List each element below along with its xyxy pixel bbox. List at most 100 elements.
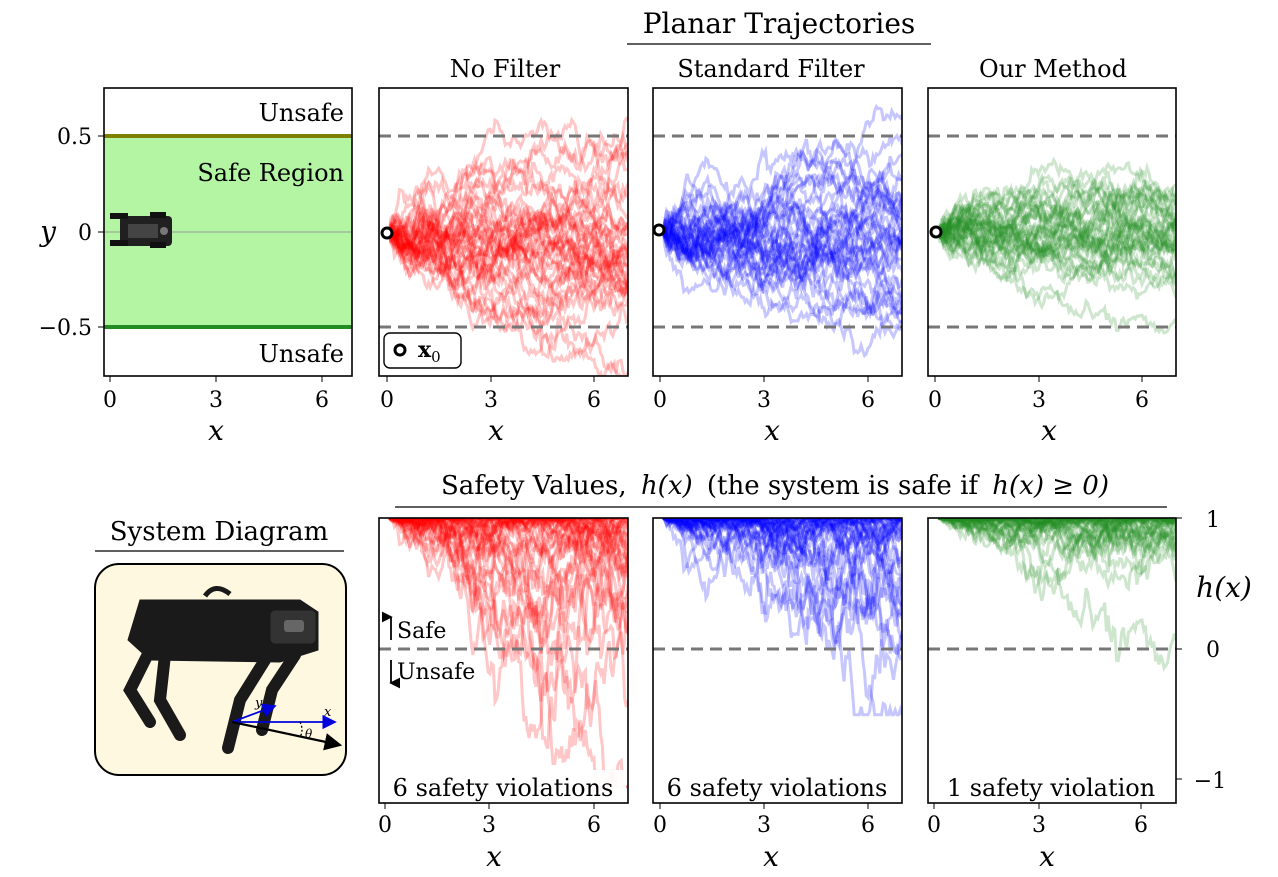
- env-xtick-label: 6: [315, 388, 329, 413]
- trajectory-line: [661, 195, 902, 292]
- xtick-label: 0: [927, 813, 941, 838]
- trajectory-line: [661, 153, 902, 263]
- safety-value-line: [389, 518, 628, 583]
- trajectory-line: [662, 154, 902, 241]
- safety-value-line: [389, 518, 628, 610]
- safety-yticks: 1 0 −1: [1176, 508, 1226, 794]
- safety-value-line: [663, 518, 902, 547]
- trajectory-line: [662, 210, 902, 319]
- safety-lines-standard-filter: [661, 518, 902, 717]
- safety-value-line: [663, 518, 902, 599]
- trajectory-line: [936, 186, 1176, 257]
- trajectory-line: [661, 157, 902, 246]
- trajectory-line: [937, 217, 1176, 281]
- xlabel: x: [1041, 414, 1057, 447]
- safety-value-line: [938, 518, 1176, 558]
- ytick-label: 0: [1206, 638, 1220, 663]
- trajectory-lines-our-method: [936, 156, 1176, 335]
- trajectory-line: [387, 210, 628, 290]
- trajectory-line: [661, 157, 902, 261]
- safety-value-line: [662, 518, 902, 553]
- xtick-label: 3: [757, 388, 771, 413]
- trajectory-line: [937, 211, 1176, 262]
- safety-heading-suffix: (the system is safe if: [707, 471, 980, 501]
- safety-value-line: [388, 518, 628, 708]
- panel-frame: [927, 87, 1177, 377]
- violation-caption: 6 safety violations: [393, 774, 614, 802]
- trajectory-line: [936, 231, 1176, 293]
- trajectory-line: [936, 202, 1176, 275]
- safety-value-line: [938, 518, 1176, 565]
- trajectory-line: [661, 187, 902, 245]
- unsafe-upper-label: Unsafe: [259, 99, 344, 127]
- env-xtick-label: 0: [103, 388, 117, 413]
- trajectory-line: [387, 189, 628, 267]
- trajectory-line: [661, 184, 902, 281]
- panel-frame: [927, 517, 1177, 804]
- trajectory-line: [388, 223, 628, 286]
- trajectory-line: [937, 222, 1176, 285]
- trajectory-lines-no-filter: [387, 116, 628, 376]
- safety-value-line: [663, 518, 902, 539]
- trajectory-line: [661, 228, 902, 327]
- env-ytick-label: 0: [78, 221, 92, 246]
- safety-heading-condition: h(x) ≥ 0): [992, 471, 1109, 501]
- safety-value-line: [388, 518, 628, 650]
- robot-heading-arrow: [231, 720, 343, 751]
- violation-caption: 1 safety violation: [947, 774, 1155, 802]
- safety-value-line: [663, 518, 902, 605]
- trajectory-line: [936, 170, 1176, 251]
- safety-xticks: 0 3 6 0 3 6 0 3 6: [378, 803, 1148, 838]
- trajectory-line: [936, 183, 1176, 276]
- safe-region-label: Safe Region: [197, 159, 344, 187]
- safety-value-line: [663, 518, 902, 618]
- panel-title-no-filter: No Filter: [450, 55, 561, 83]
- caption-background: [380, 770, 626, 802]
- trajectory-line: [937, 188, 1176, 259]
- xtick-label: 6: [861, 813, 875, 838]
- trajectory-line: [661, 168, 902, 273]
- unsafe-lower-label: Unsafe: [259, 340, 344, 368]
- safety-value-line: [662, 518, 902, 547]
- safety-value-line: [938, 518, 1176, 565]
- environment-panel: Unsafe Safe Region Unsafe y 0.5 0 −0.5: [38, 87, 353, 447]
- trajectory-line: [937, 216, 1176, 311]
- trajectory-line: [388, 212, 628, 311]
- trajectory-line: [387, 225, 628, 331]
- trajectory-line: [661, 213, 902, 288]
- env-xlabel: x: [208, 414, 224, 447]
- trajectory-line: [387, 186, 628, 283]
- trajectory-line: [936, 202, 1176, 270]
- trajectory-line: [387, 206, 628, 292]
- trajectory-line: [661, 195, 902, 270]
- safety-value-line: [388, 518, 628, 584]
- trajectory-line: [387, 178, 628, 288]
- xtick-label: 6: [1135, 388, 1149, 413]
- heading-angle-arc: [299, 721, 303, 738]
- trajectory-line: [388, 204, 628, 304]
- panel-title-our-method: Our Method: [979, 55, 1127, 83]
- safety-value-line: [938, 518, 1176, 542]
- safety-value-line: [937, 518, 1176, 592]
- safety-value-line: [389, 518, 628, 789]
- start-point-marker: [380, 226, 394, 240]
- safety-value-line: [663, 518, 902, 582]
- safety-ylabel: h(x): [1196, 571, 1252, 604]
- safety-value-line: [938, 518, 1176, 555]
- trajectory-line: [661, 185, 902, 254]
- env-ytick-label: −0.5: [39, 316, 92, 341]
- panel-frame: [378, 517, 629, 804]
- safety-value-line: [389, 518, 628, 654]
- trajectory-line: [661, 194, 902, 317]
- safety-value-line: [389, 518, 628, 541]
- trajectory-line: [662, 225, 902, 309]
- trajectory-line: [661, 201, 902, 296]
- safety-value-line: [389, 518, 628, 568]
- safety-value-line: [389, 518, 628, 624]
- safety-heading-prefix: Safety Values,: [441, 471, 627, 501]
- safety-value-line: [389, 518, 628, 668]
- system-diagram-heading: System Diagram: [110, 517, 329, 547]
- trajectory-line: [388, 211, 628, 286]
- trajectory-panel-no-filter: x0: [378, 87, 629, 377]
- trajectory-lines-standard-filter: [661, 103, 902, 359]
